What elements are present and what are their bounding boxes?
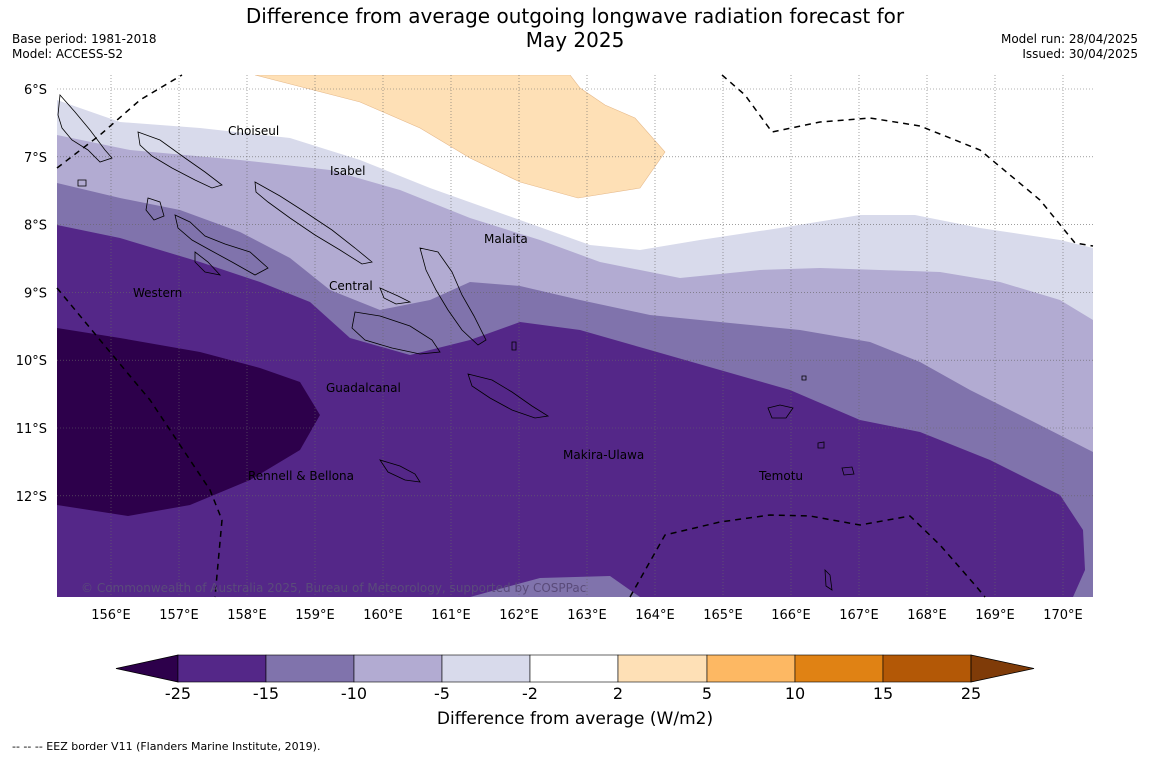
- colorbar-tick-label: -2: [522, 684, 538, 703]
- longitude-label: 168°E: [907, 608, 947, 623]
- title-line-1: Difference from average outgoing longwav…: [245, 4, 905, 28]
- model-run: Model run: 28/04/2025: [1000, 32, 1138, 46]
- colorbar-tick-label: 2: [613, 684, 623, 703]
- island-malaita: [419, 247, 487, 346]
- longitude-label: 166°E: [771, 608, 811, 623]
- title-line-2: May 2025: [525, 28, 625, 52]
- longitude-label: 165°E: [703, 608, 743, 623]
- province-label-guadalcanal: Guadalcanal: [326, 381, 401, 395]
- island-choiseul: [137, 131, 223, 189]
- province-label-malaita: Malaita: [484, 232, 528, 246]
- island-guadalcanal: [351, 311, 441, 355]
- latitude-label: 11°S: [16, 422, 47, 437]
- island-rendova: [194, 251, 222, 276]
- band-negative-10-15-south: [470, 576, 640, 597]
- colorbar: -25 -15 -10 -5 -2 2 5 10 15 25: [115, 654, 1035, 703]
- colorbar-segment: [353, 654, 443, 683]
- latitude-label: 6°S: [24, 83, 47, 98]
- longitude-label: 157°E: [159, 608, 199, 623]
- latitude-label: 12°S: [16, 490, 47, 505]
- province-label-choiseul: Choiseul: [228, 124, 279, 138]
- anomaly-shading: [57, 75, 1093, 597]
- graticule: [57, 75, 1093, 597]
- island-makira: [467, 373, 550, 419]
- province-labels: Choiseul Isabel Malaita Western Central …: [133, 124, 803, 483]
- longitude-label: 159°E: [295, 608, 335, 623]
- province-label-rennell-bellona: Rennell & Bellona: [248, 469, 354, 483]
- longitude-label: 164°E: [635, 608, 675, 623]
- island-ontong: [511, 341, 517, 351]
- island-utupua: [817, 441, 825, 449]
- eez-border-north-east: [721, 74, 1094, 247]
- longitude-label: 162°E: [499, 608, 539, 623]
- island-shortlands: [77, 179, 87, 187]
- coastlines: [57, 94, 855, 591]
- longitude-label: 160°E: [363, 608, 403, 623]
- colorbar-segment: [706, 654, 796, 683]
- band-below-25: [57, 328, 320, 516]
- band-negative-15-25: [57, 225, 1085, 597]
- latitude-label: 9°S: [24, 286, 47, 301]
- province-label-makira-ulawa: Makira-Ulawa: [563, 448, 644, 462]
- colorbar-tick-label: -10: [341, 684, 367, 703]
- latitude-label: 10°S: [16, 354, 47, 369]
- province-label-temotu: Temotu: [758, 469, 803, 483]
- latitude-label: 7°S: [24, 151, 47, 166]
- island-florida: [379, 287, 412, 305]
- model-name: Model: ACCESS-S2: [12, 47, 124, 61]
- province-label-central: Central: [329, 279, 373, 293]
- longitude-label: 170°E: [1043, 608, 1083, 623]
- copyright-notice: © Commonwealth of Australia 2025, Bureau…: [81, 581, 586, 595]
- colorbar-tick-label: -15: [253, 684, 279, 703]
- colorbar-segment: [529, 654, 619, 683]
- colorbar-tick-label: 5: [702, 684, 712, 703]
- eez-border-north-west: [56, 74, 183, 169]
- longitude-label: 158°E: [227, 608, 267, 623]
- province-label-western: Western: [133, 286, 182, 300]
- colorbar-segment: [882, 654, 972, 683]
- colorbar-tick-label: 15: [873, 684, 893, 703]
- island-rennell: [379, 459, 421, 483]
- band-positive-2-5: [254, 75, 666, 199]
- colorbar-tick-label: -5: [434, 684, 450, 703]
- province-label-isabel: Isabel: [330, 164, 365, 178]
- longitude-labels: 156°E 157°E 158°E 159°E 160°E 161°E 162°E 163°E…: [91, 608, 1083, 623]
- island-new-georgia: [174, 214, 269, 276]
- colorbar-tick-label: -25: [165, 684, 191, 703]
- island-isabel: [254, 181, 373, 265]
- island-santa-cruz: [767, 404, 794, 419]
- island-vanikoro: [841, 466, 855, 476]
- latitude-label: 8°S: [24, 219, 47, 234]
- meta-left: Base period: 1981-2018 Model: ACCESS-S2: [12, 32, 157, 62]
- base-period: Base period: 1981-2018: [12, 32, 157, 46]
- island-vella-lavella: [145, 197, 165, 221]
- colorbar-segment: [794, 654, 884, 683]
- map-title: Difference from average outgoing longwav…: [230, 4, 920, 52]
- longitude-label: 163°E: [567, 608, 607, 623]
- island-reef: [801, 375, 807, 381]
- eez-footnote: -- -- -- EEZ border V11 (Flanders Marine…: [12, 740, 321, 753]
- latitude-labels: 6°S 7°S 8°S 9°S 10°S 11°S 12°S: [16, 83, 47, 505]
- issued-date: Issued: 30/04/2025: [1022, 47, 1138, 61]
- longitude-label: 156°E: [91, 608, 131, 623]
- colorbar-segment: [177, 654, 267, 683]
- longitude-label: 169°E: [975, 608, 1015, 623]
- colorbar-segment: [265, 654, 355, 683]
- colorbar-segment: [441, 654, 531, 683]
- colorbar-title: Difference from average (W/m2): [436, 709, 714, 729]
- eez-borders: [56, 74, 1094, 598]
- colorbar-tick-label: 25: [961, 684, 981, 703]
- longitude-label: 167°E: [839, 608, 879, 623]
- meta-right: Model run: 28/04/2025 Issued: 30/04/2025: [1001, 32, 1138, 62]
- colorbar-segment: [617, 654, 708, 683]
- eez-border-south: [629, 514, 986, 598]
- island-tikopia: [824, 568, 833, 591]
- colorbar-tick-label: 10: [785, 684, 805, 703]
- island-bougainville: [57, 94, 113, 163]
- longitude-label: 161°E: [431, 608, 471, 623]
- eez-border-west: [56, 287, 223, 598]
- colorbar-extend-high: [970, 654, 1035, 683]
- colorbar-extend-low: [115, 654, 179, 683]
